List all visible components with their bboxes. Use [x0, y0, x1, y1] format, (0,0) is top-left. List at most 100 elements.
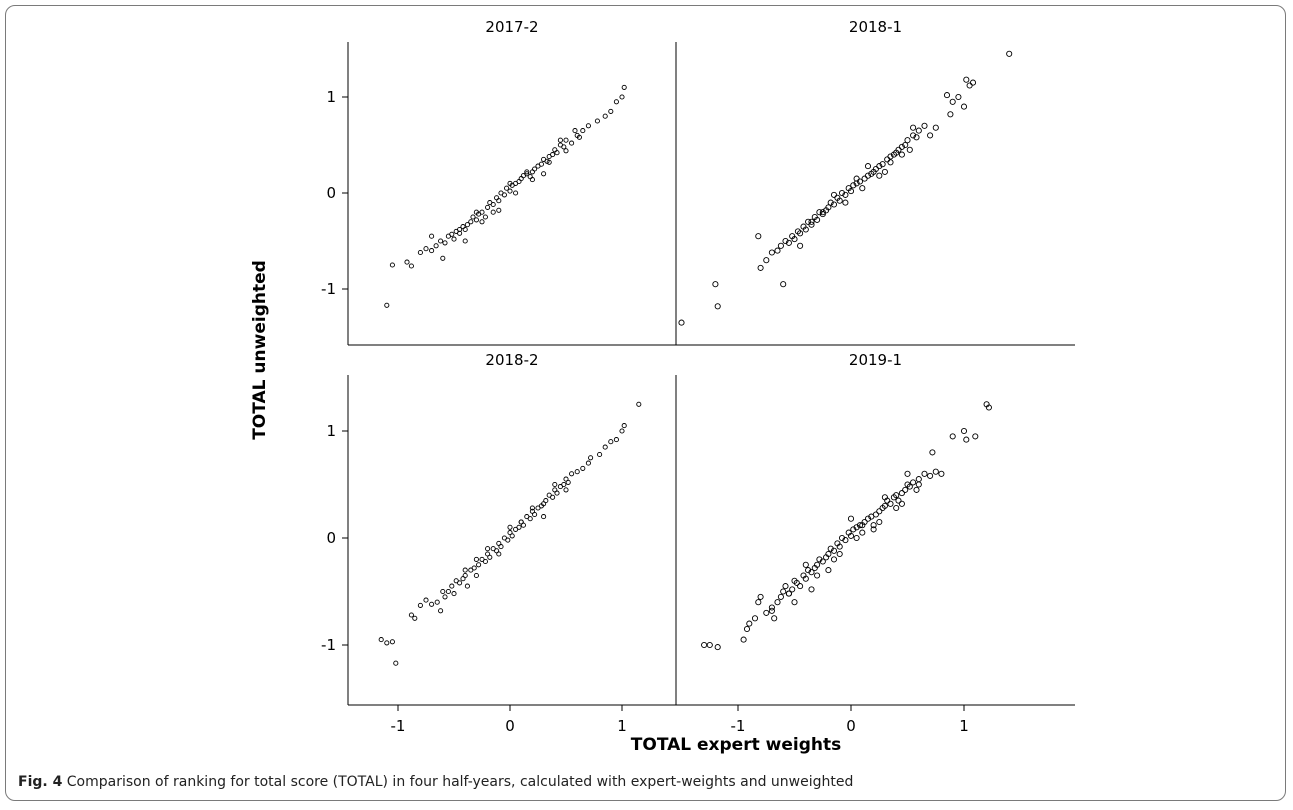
data-point [563, 487, 569, 493]
data-point [802, 561, 809, 568]
data-point [554, 490, 560, 496]
data-point [706, 641, 713, 649]
panel-title: 2019-1 [849, 351, 902, 369]
data-point [797, 242, 804, 249]
data-point [785, 590, 792, 597]
data-point [516, 524, 522, 530]
data-point [847, 532, 855, 539]
data-point [853, 534, 860, 542]
data-point [780, 588, 787, 595]
data-point [473, 572, 479, 579]
data-point [457, 226, 463, 233]
data-point [468, 219, 474, 225]
data-point [963, 76, 970, 83]
data-point [408, 612, 414, 618]
data-point [808, 586, 815, 593]
data-point [864, 163, 872, 170]
data-point [746, 620, 753, 627]
data-point [490, 209, 496, 215]
data-point [763, 609, 770, 616]
data-point [816, 209, 823, 216]
data-point [429, 233, 435, 239]
data-point [442, 240, 448, 246]
data-point [879, 161, 886, 168]
data-point [887, 153, 894, 160]
data-point [825, 550, 832, 558]
data-point [538, 161, 544, 167]
data-point [712, 281, 719, 288]
data-point [938, 470, 945, 477]
data-point [910, 479, 917, 486]
data-point [904, 470, 911, 477]
data-point [785, 239, 792, 246]
panels-group: 2017-2 2018-1 2018-2 2019-1 [378, 18, 1013, 666]
data-point [524, 171, 530, 177]
data-point [791, 236, 798, 243]
data-point [440, 588, 446, 595]
data-point [861, 175, 868, 182]
data-point [569, 140, 575, 146]
data-point [557, 137, 563, 143]
data-point [881, 502, 888, 509]
data-point [876, 172, 883, 179]
data-point [462, 226, 468, 233]
data-point [507, 188, 513, 194]
data-point [793, 579, 800, 586]
data-point [384, 302, 390, 308]
data-point [808, 569, 815, 576]
data-point [621, 423, 627, 429]
data-point [755, 599, 762, 606]
data-point [915, 476, 922, 483]
data-point [580, 465, 586, 471]
data-point [842, 191, 849, 198]
data-point [898, 500, 905, 507]
data-point [830, 201, 838, 208]
data-point [887, 500, 894, 507]
data-point [509, 533, 515, 539]
x-axis-title: TOTAL expert weights [631, 735, 841, 755]
data-point [470, 214, 476, 220]
data-point [802, 575, 809, 582]
data-point [541, 171, 547, 177]
data-point [449, 583, 455, 589]
data-point [830, 547, 838, 554]
axes-group: -1 0 1 -1 0 1 -1 0 1 -1 0 1 [321, 42, 1075, 735]
panel-2018-2: 2018-2 [378, 351, 642, 666]
data-point [433, 243, 439, 249]
x-tick-label: -1 [731, 717, 746, 735]
data-point [462, 567, 468, 573]
data-point [913, 486, 920, 493]
figure-caption: Fig. 4 Comparison of ranking for total s… [18, 774, 853, 790]
data-point [464, 222, 470, 228]
data-point [490, 201, 496, 208]
data-point [782, 237, 789, 245]
data-point [479, 209, 485, 215]
data-point [485, 204, 491, 210]
data-point [561, 481, 567, 488]
data-point [893, 492, 900, 499]
data-point [859, 529, 866, 536]
data-point [842, 537, 849, 544]
data-point [507, 180, 513, 186]
data-point [504, 185, 510, 191]
data-point [449, 231, 455, 237]
panel-title: 2018-2 [485, 351, 538, 369]
panel-2019-1: 2019-1 [701, 351, 992, 651]
data-point [915, 127, 922, 134]
data-point [473, 209, 479, 215]
data-point [893, 504, 900, 512]
data-point [550, 152, 556, 158]
data-point [585, 123, 591, 129]
data-point [552, 147, 558, 153]
data-point [910, 124, 917, 131]
y-tick-label: -1 [321, 280, 336, 298]
data-point [757, 593, 764, 600]
data-point [507, 524, 513, 530]
data-point [802, 226, 809, 233]
data-point [947, 111, 954, 118]
data-point [906, 146, 913, 153]
data-point [827, 199, 834, 206]
data-point [771, 615, 778, 622]
data-point [763, 257, 770, 264]
data-point [927, 132, 934, 139]
